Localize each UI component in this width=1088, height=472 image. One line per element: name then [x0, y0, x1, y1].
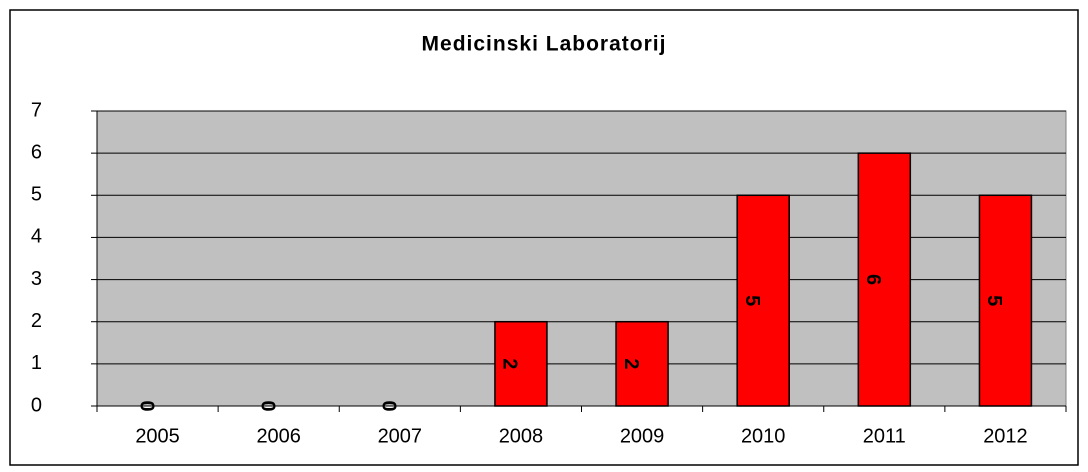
y-tick-label: 0 — [31, 394, 42, 416]
data-label: 2 — [499, 358, 521, 369]
y-tick-label: 1 — [31, 352, 42, 374]
data-label: 0 — [378, 400, 400, 411]
data-label: 6 — [862, 274, 884, 285]
y-tick-label: 3 — [31, 268, 42, 290]
data-label: 5 — [983, 295, 1005, 306]
x-tick-label: 2008 — [499, 425, 544, 447]
x-tick-label: 2009 — [620, 425, 665, 447]
x-tick-label: 2007 — [378, 425, 423, 447]
x-tick-label: 2012 — [983, 425, 1028, 447]
y-tick-label: 2 — [31, 310, 42, 332]
bar — [978, 194, 1033, 407]
x-tick-label: 2011 — [863, 425, 906, 447]
data-label: 5 — [741, 295, 763, 306]
y-tick-label: 5 — [31, 184, 42, 206]
data-label: 0 — [135, 400, 157, 411]
bar — [494, 320, 548, 407]
x-tick-label: 2010 — [741, 425, 786, 447]
chart-title: Medicinski Laboratorij — [422, 33, 667, 56]
x-tick-label: 2006 — [256, 425, 301, 447]
y-tick-label: 6 — [31, 141, 42, 163]
y-tick-label: 7 — [31, 99, 42, 121]
bar — [615, 320, 669, 407]
x-tick-label: 2005 — [135, 425, 180, 447]
data-label: 0 — [256, 400, 278, 411]
bar — [736, 194, 790, 407]
data-label: 2 — [620, 358, 642, 369]
y-tick-label: 4 — [31, 226, 42, 248]
plot-area — [96, 110, 1067, 407]
bar — [857, 152, 912, 407]
